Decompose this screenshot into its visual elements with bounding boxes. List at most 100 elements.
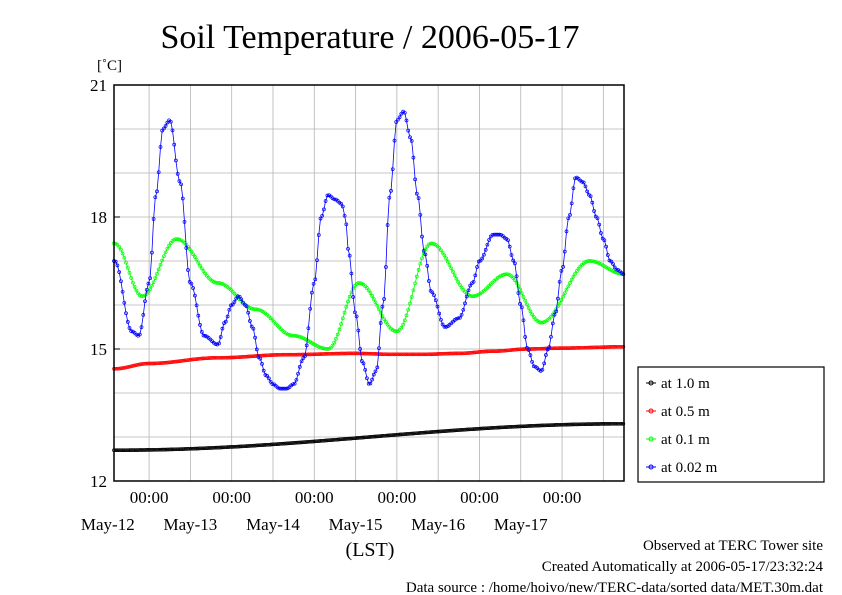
data-point	[191, 446, 195, 451]
data-point	[225, 445, 230, 449]
data-point	[612, 270, 617, 274]
data-point	[205, 446, 209, 450]
data-point	[449, 428, 454, 433]
data-point	[117, 270, 122, 274]
data-point	[502, 272, 507, 277]
data-point	[291, 352, 295, 357]
data-point	[334, 351, 338, 356]
data-point	[492, 232, 497, 237]
data-point	[478, 350, 483, 354]
data-point	[177, 179, 182, 183]
data-point	[557, 301, 562, 306]
data-point	[593, 345, 598, 350]
data-point	[165, 447, 170, 452]
data-point	[545, 423, 550, 428]
data-point	[581, 422, 586, 427]
data-point	[602, 238, 607, 243]
data-point	[201, 356, 206, 361]
data-point	[544, 423, 548, 428]
data-point	[442, 429, 447, 433]
data-point	[322, 346, 326, 351]
data-point	[562, 346, 567, 350]
data-point	[370, 377, 374, 382]
data-point	[366, 351, 371, 356]
data-point	[397, 432, 402, 437]
data-point	[332, 197, 337, 202]
data-point	[396, 352, 400, 357]
data-point	[377, 434, 381, 439]
data-point	[223, 355, 228, 360]
data-point	[180, 196, 185, 201]
data-point	[404, 118, 409, 123]
data-point	[148, 448, 152, 452]
data-point	[203, 334, 208, 338]
data-point	[618, 421, 622, 426]
data-point	[454, 428, 459, 433]
data-point	[575, 422, 579, 427]
data-point	[476, 350, 481, 354]
data-point	[124, 365, 128, 370]
data-point	[542, 346, 547, 351]
data-point	[201, 333, 206, 338]
data-point	[150, 250, 154, 255]
data-point	[275, 442, 280, 446]
data-point	[607, 422, 612, 426]
data-point	[409, 352, 414, 357]
data-point	[473, 350, 478, 355]
data-point	[366, 288, 371, 293]
data-point	[595, 216, 600, 221]
data-point	[270, 353, 275, 357]
data-point	[315, 439, 319, 444]
legend-label: at 0.1 m	[661, 432, 710, 448]
data-point	[396, 117, 400, 122]
data-point	[117, 366, 122, 371]
data-point	[607, 267, 612, 272]
data-point	[519, 424, 524, 429]
data-point	[556, 423, 560, 427]
data-point	[186, 358, 190, 362]
data-point	[340, 204, 345, 209]
data-point	[569, 346, 574, 350]
data-point	[206, 446, 211, 450]
data-point	[222, 445, 226, 450]
data-point	[337, 437, 342, 442]
x-tick-date-label: May-15	[329, 515, 383, 534]
data-point	[323, 352, 328, 356]
data-point	[150, 283, 154, 288]
data-point	[115, 242, 120, 247]
data-point	[427, 279, 431, 283]
x-tick-time-label: 00:00	[378, 488, 417, 507]
data-point	[122, 365, 127, 370]
data-point	[313, 352, 318, 357]
data-point	[320, 352, 325, 356]
data-point	[556, 346, 560, 351]
data-point	[330, 343, 335, 348]
data-point	[148, 361, 152, 366]
data-point	[411, 352, 416, 357]
data-point	[203, 356, 208, 361]
data-point	[282, 441, 287, 446]
data-point	[306, 326, 311, 331]
data-point	[526, 424, 531, 428]
data-point	[246, 310, 251, 315]
data-point	[227, 307, 232, 312]
data-point	[604, 345, 608, 349]
data-point	[521, 295, 526, 299]
data-point	[115, 366, 120, 371]
data-point	[495, 349, 500, 353]
data-point	[513, 261, 517, 266]
data-point	[519, 305, 524, 310]
data-point	[353, 310, 357, 315]
data-point	[155, 271, 159, 276]
data-point	[131, 448, 135, 452]
data-point	[344, 351, 349, 356]
data-point	[590, 259, 595, 264]
data-point	[143, 448, 147, 452]
data-point	[416, 431, 421, 435]
data-point	[605, 345, 610, 349]
data-point	[370, 294, 374, 298]
data-point	[452, 273, 457, 278]
data-point	[370, 351, 374, 356]
legend-box	[637, 366, 825, 483]
data-point	[199, 266, 204, 271]
